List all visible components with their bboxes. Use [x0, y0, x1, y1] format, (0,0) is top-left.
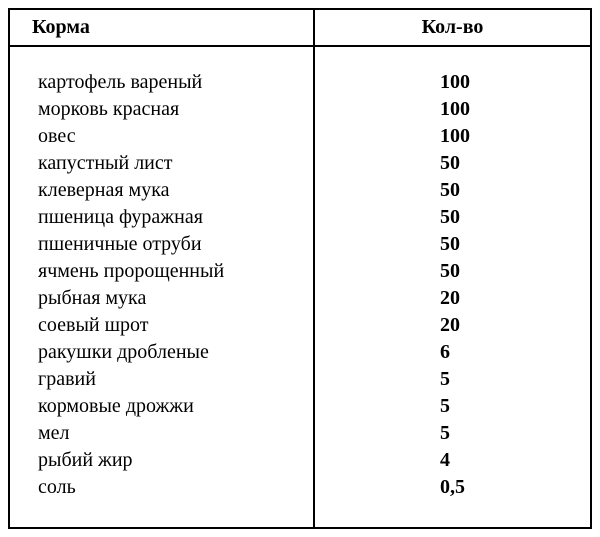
table-row: 0,5	[315, 474, 590, 501]
table-row: 20	[315, 285, 590, 312]
table-row: капустный лист	[38, 150, 313, 177]
table-row: 6	[315, 339, 590, 366]
table-row: рыбная мука	[38, 285, 313, 312]
feed-column: картофель вареный морковь красная овес к…	[10, 47, 315, 527]
table-row: овес	[38, 123, 313, 150]
table-row: пшеница фуражная	[38, 204, 313, 231]
table-row: 50	[315, 177, 590, 204]
table-row: 100	[315, 96, 590, 123]
table-row: пшеничные отруби	[38, 231, 313, 258]
feed-table: Корма Кол-во картофель вареный морковь к…	[8, 8, 592, 529]
table-row: гравий	[38, 366, 313, 393]
table-row: 20	[315, 312, 590, 339]
table-row: кормовые дрожжи	[38, 393, 313, 420]
table-row: морковь красная	[38, 96, 313, 123]
table-row: 4	[315, 447, 590, 474]
table-row: 50	[315, 204, 590, 231]
table-row: 5	[315, 366, 590, 393]
column-header-feed: Корма	[10, 10, 315, 45]
table-row: 5	[315, 393, 590, 420]
table-row: соль	[38, 474, 313, 501]
table-row: 5	[315, 420, 590, 447]
table-row: соевый шрот	[38, 312, 313, 339]
qty-column: 100 100 100 50 50 50 50 50 20 20 6 5 5 5…	[315, 47, 590, 527]
table-header-row: Корма Кол-во	[10, 10, 590, 47]
table-row: рыбий жир	[38, 447, 313, 474]
column-header-qty: Кол-во	[315, 10, 590, 45]
table-row: мел	[38, 420, 313, 447]
table-body: картофель вареный морковь красная овес к…	[10, 47, 590, 527]
table-row: 100	[315, 123, 590, 150]
table-row: клеверная мука	[38, 177, 313, 204]
table-row: 50	[315, 231, 590, 258]
table-row: 100	[315, 69, 590, 96]
table-row: 50	[315, 258, 590, 285]
table-row: 50	[315, 150, 590, 177]
table-row: ячмень пророщенный	[38, 258, 313, 285]
table-row: картофель вареный	[38, 69, 313, 96]
table-row: ракушки дробленые	[38, 339, 313, 366]
